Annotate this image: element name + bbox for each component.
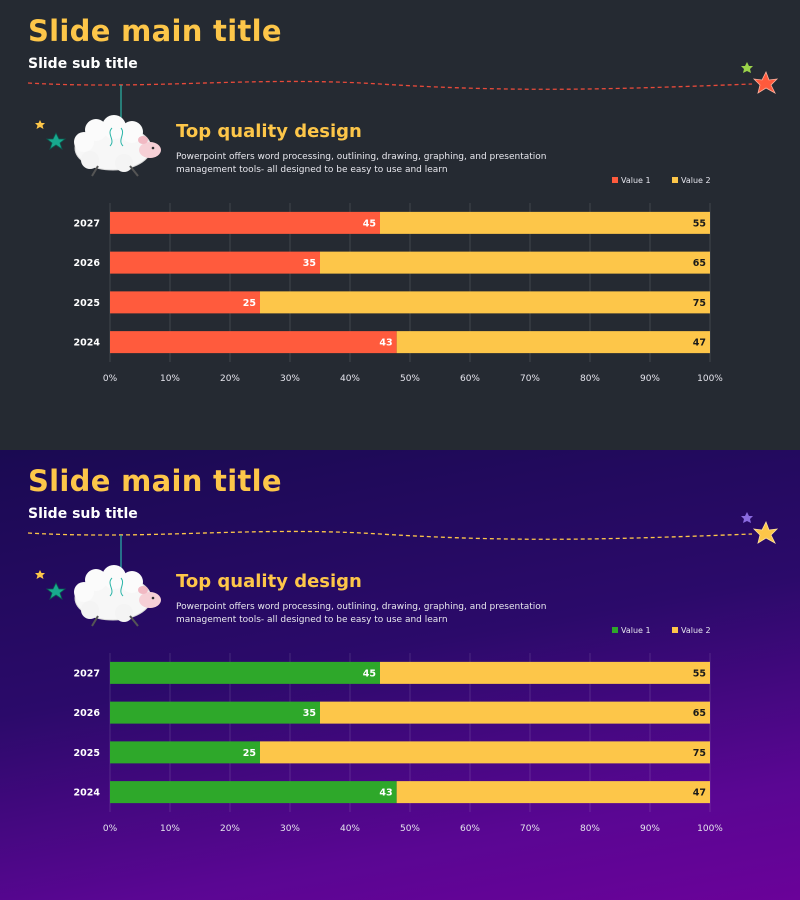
bar-segment: [396, 331, 710, 354]
y-tick-label: 2024: [74, 788, 101, 799]
data-label: 45: [363, 218, 376, 229]
data-label: 75: [693, 748, 706, 759]
y-tick-label: 2027: [74, 668, 100, 679]
x-tick-label: 80%: [580, 374, 600, 384]
y-tick-label: 2026: [74, 258, 101, 269]
x-tick-label: 100%: [697, 824, 723, 834]
data-label: 55: [693, 668, 706, 679]
star-icon: [45, 132, 67, 150]
data-label: 35: [303, 708, 316, 719]
legend-swatch: [672, 627, 678, 633]
x-tick-label: 20%: [220, 824, 240, 834]
x-tick-label: 50%: [400, 374, 420, 384]
section-heading: Top quality design: [176, 571, 362, 592]
data-label: 47: [693, 788, 706, 799]
bar-segment: [110, 291, 260, 314]
slide-main-title: Slide main title: [28, 14, 282, 48]
star-icon: [35, 120, 45, 129]
y-tick-label: 2027: [74, 218, 100, 229]
slide-dark: Slide main title Slide sub title Top qua…: [0, 0, 800, 450]
slide-decoration: [27, 62, 779, 177]
legend-swatch: [612, 627, 618, 633]
data-label: 25: [243, 298, 256, 309]
sheep-icon: [74, 565, 161, 627]
bar-segment: [396, 781, 710, 804]
section-heading: Top quality design: [176, 121, 362, 142]
star-icon: [45, 582, 67, 600]
data-label: 65: [693, 708, 706, 719]
star-icon: [752, 71, 779, 94]
bar-segment: [110, 701, 320, 724]
dashed-wave-line: [27, 80, 753, 90]
x-tick-label: 90%: [640, 824, 660, 834]
data-label: 43: [379, 338, 392, 349]
legend-swatch: [612, 177, 618, 183]
bar-segment: [110, 781, 397, 804]
slide-sub-title: Slide sub title: [28, 506, 138, 522]
bar-segment: [110, 331, 397, 354]
x-tick-label: 10%: [160, 824, 180, 834]
data-label: 75: [693, 298, 706, 309]
x-tick-label: 50%: [400, 824, 420, 834]
legend-label: Value 2: [681, 626, 711, 635]
bar-segment: [260, 741, 710, 764]
section-description: Powerpoint offers word processing, outli…: [176, 602, 547, 625]
x-tick-label: 30%: [280, 824, 300, 834]
x-tick-label: 20%: [220, 374, 240, 384]
slide-decoration: [27, 512, 779, 627]
x-tick-label: 90%: [640, 374, 660, 384]
y-tick-label: 2024: [74, 338, 101, 349]
bar-segment: [380, 661, 710, 684]
x-tick-label: 80%: [580, 824, 600, 834]
stacked-bar-chart: 0% 10% 20% 30% 40% 50% 60% 70% 80% 90% 100% Value 1…: [74, 626, 724, 834]
legend-swatch: [672, 177, 678, 183]
x-tick-label: 60%: [460, 374, 480, 384]
bar-segment: [260, 291, 710, 314]
stacked-bar-chart: 0% 10% 20% 30% 40% 50% 60% 70% 80% 90% 100% Value 1…: [74, 176, 724, 384]
x-tick-label: 40%: [340, 824, 360, 834]
star-icon: [752, 521, 779, 544]
bar-segment: [320, 251, 710, 274]
bar-segment: [320, 701, 710, 724]
legend-label: Value 2: [681, 176, 711, 185]
data-label: 43: [379, 788, 392, 799]
x-tick-label: 70%: [520, 374, 540, 384]
slide-purple: Slide main title Slide sub title Top qua…: [0, 450, 800, 900]
x-tick-label: 100%: [697, 374, 723, 384]
data-label: 55: [693, 218, 706, 229]
y-tick-label: 2025: [74, 298, 100, 309]
data-label: 35: [303, 258, 316, 269]
x-tick-label: 70%: [520, 824, 540, 834]
bar-segment: [110, 251, 320, 274]
star-icon: [741, 512, 753, 523]
legend-label: Value 1: [621, 626, 651, 635]
x-tick-label: 10%: [160, 374, 180, 384]
section-description: Powerpoint offers word processing, outli…: [176, 152, 547, 175]
data-label: 65: [693, 258, 706, 269]
data-label: 45: [363, 668, 376, 679]
y-tick-label: 2026: [74, 708, 101, 719]
y-tick-label: 2025: [74, 748, 100, 759]
slide-main-title: Slide main title: [28, 464, 282, 498]
x-tick-label: 30%: [280, 374, 300, 384]
x-tick-label: 60%: [460, 824, 480, 834]
bar-segment: [110, 661, 380, 684]
data-label: 47: [693, 338, 706, 349]
x-tick-label: 0%: [103, 374, 118, 384]
dashed-wave-line: [27, 530, 753, 540]
x-tick-label: 0%: [103, 824, 118, 834]
bar-segment: [380, 211, 710, 234]
bar-segment: [110, 741, 260, 764]
x-tick-label: 40%: [340, 374, 360, 384]
star-icon: [741, 62, 753, 73]
legend-label: Value 1: [621, 176, 651, 185]
slide-sub-title: Slide sub title: [28, 56, 138, 72]
star-icon: [35, 570, 45, 579]
bar-segment: [110, 211, 380, 234]
sheep-icon: [74, 115, 161, 177]
data-label: 25: [243, 748, 256, 759]
